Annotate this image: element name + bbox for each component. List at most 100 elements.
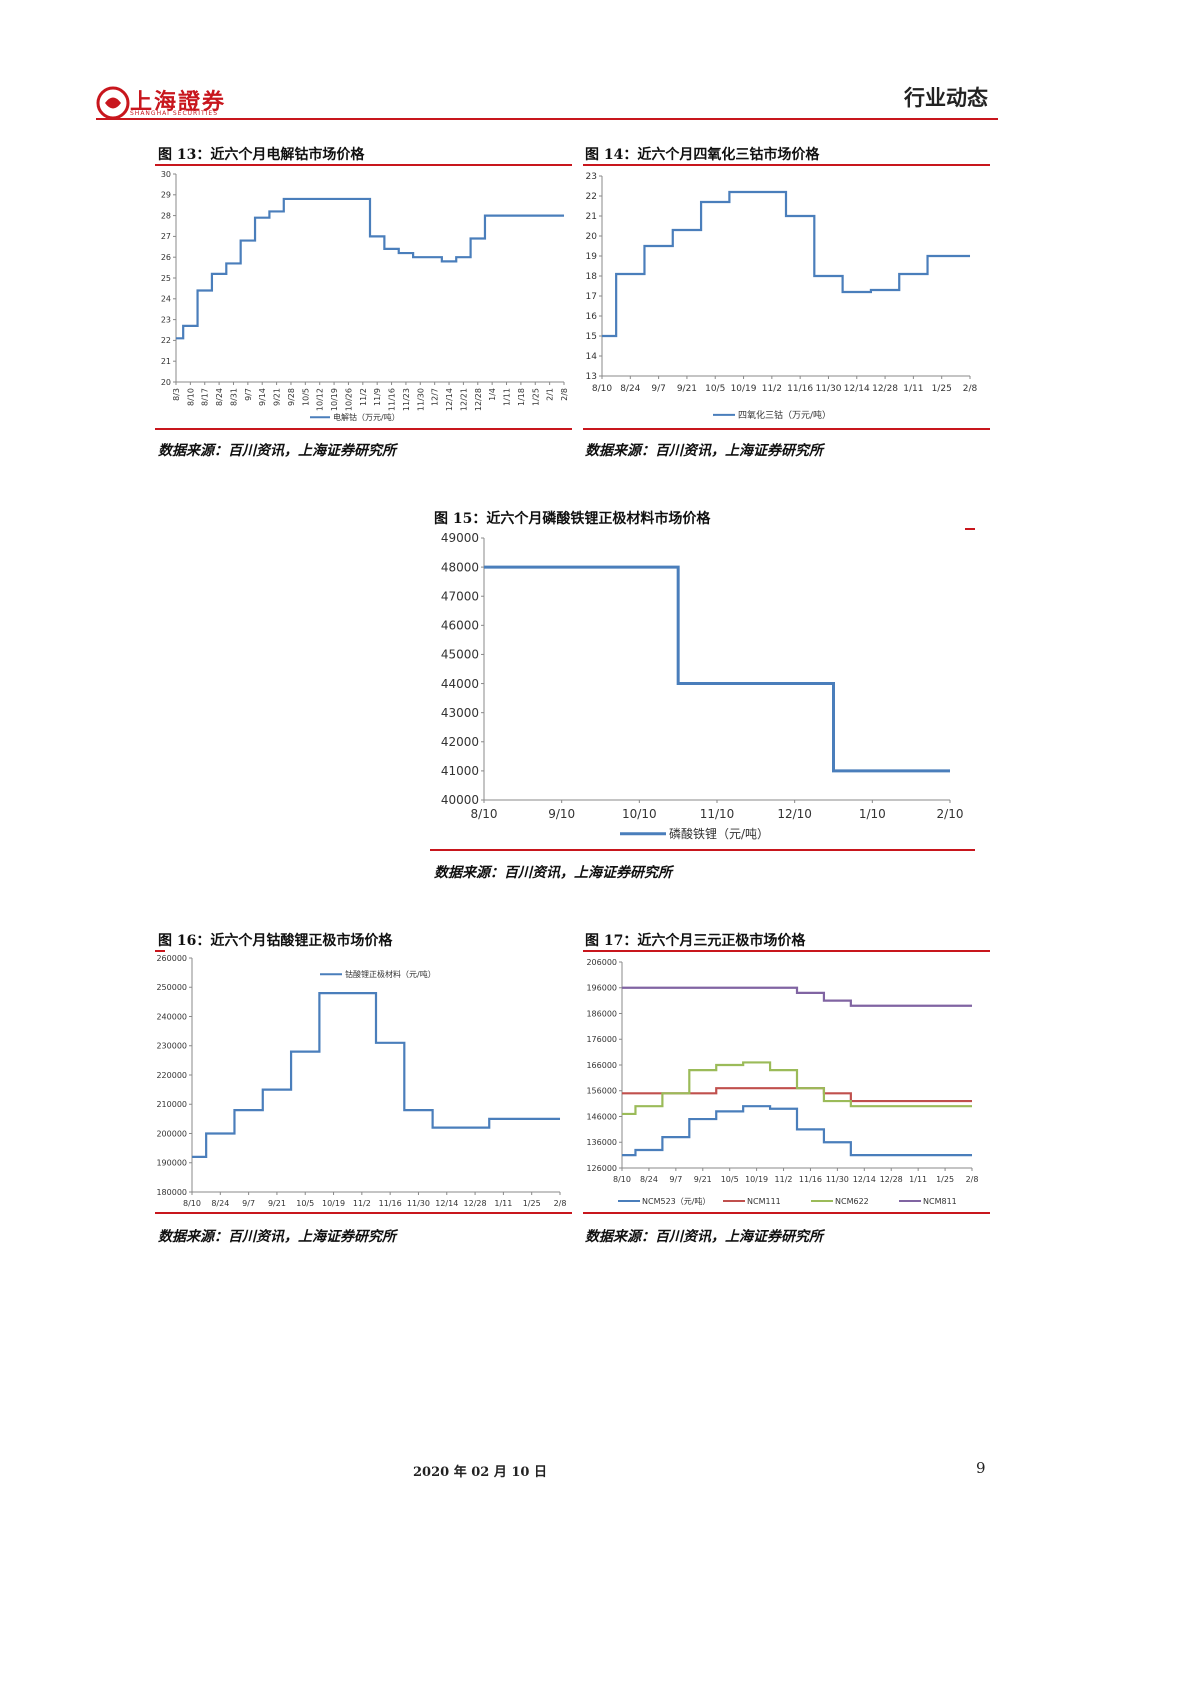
fig17-x-tick-label: 8/24: [640, 1175, 658, 1184]
fig14-x-tick-label: 12/14: [844, 384, 870, 394]
fig14-x-tick-label: 1/11: [903, 384, 923, 394]
fig17-series-line-0: [622, 1105, 972, 1157]
fig15-x-tick-label: 2/10: [937, 807, 964, 821]
figure-17-bottom-rule: [583, 1212, 990, 1214]
fig15-series-line-0: [484, 565, 950, 773]
fig17-legend-label: NCM523（元/吨）: [642, 1196, 710, 1206]
figure-13-bottom-rule: [155, 428, 572, 430]
fig13-x-tick-label: 12/7: [431, 388, 440, 406]
fig16-y-tick-label: 220000: [156, 1071, 187, 1080]
fig16-x-tick-label: 12/28: [464, 1199, 487, 1208]
fig17-x-tick-label: 12/28: [880, 1175, 903, 1184]
figure-13-source: 数据来源：百川资讯，上海证券研究所: [158, 443, 396, 459]
fig17-x-tick-label: 10/19: [745, 1175, 768, 1184]
fig15-x-tick-label: 1/10: [859, 807, 886, 821]
fig14-x-tick-label: 8/10: [592, 384, 612, 394]
fig13-x-tick-label: 10/19: [330, 388, 339, 411]
fig13-x-tick-label: 8/10: [186, 388, 195, 406]
fig16-y-tick-label: 210000: [156, 1100, 187, 1109]
fig14-x-tick-label: 2/8: [963, 384, 978, 394]
fig13-series-line-0: [176, 197, 564, 340]
fig15-y-tick-label: 40000: [441, 793, 479, 807]
fig17-y-tick-label: 166000: [586, 1061, 617, 1070]
fig14-y-tick-label: 21: [586, 212, 597, 222]
fig14-x-tick-label: 11/30: [815, 384, 841, 394]
fig13-x-tick-label: 10/26: [344, 388, 353, 411]
fig13-x-tick-label: 1/11: [503, 388, 512, 406]
fig17-x-tick-label: 11/16: [799, 1175, 822, 1184]
fig17-series-line-2: [622, 1061, 972, 1116]
fig16-y-tick-label: 260000: [156, 954, 187, 963]
fig17-x-tick-label: 2/8: [966, 1175, 979, 1184]
fig13-x-tick-label: 8/24: [215, 388, 224, 406]
footer-date: 2020 年 02 月 10 日: [413, 1465, 547, 1480]
fig13-x-tick-label: 10/5: [301, 388, 310, 406]
figure-13-title: 图 13：近六个月电解钴市场价格: [158, 147, 365, 163]
fig17-x-tick-label: 11/30: [826, 1175, 849, 1184]
fig17-x-tick-label: 1/25: [936, 1175, 954, 1184]
logo-emblem-icon: [96, 86, 130, 120]
fig13-x-tick-label: 9/14: [258, 388, 267, 406]
fig14-y-tick-label: 16: [586, 312, 598, 322]
figure-14-bottom-rule: [583, 428, 990, 430]
fig15-y-tick-label: 41000: [441, 764, 479, 778]
fig13-x-tick-label: 12/28: [474, 388, 483, 411]
fig16-y-tick-label: 230000: [156, 1042, 187, 1051]
fig13-y-tick-label: 20: [161, 378, 171, 387]
figure-15-title: 图 15：近六个月磷酸铁锂正极材料市场价格: [434, 511, 711, 527]
figure-15-top-rule: [965, 528, 975, 530]
fig15-y-tick-label: 44000: [441, 677, 479, 691]
fig14-series-line-0: [602, 190, 970, 338]
fig16-y-tick-label: 190000: [156, 1159, 187, 1168]
fig15-y-tick-label: 45000: [441, 648, 479, 662]
fig16-x-tick-label: 12/14: [435, 1199, 458, 1208]
fig15-x-tick-label: 8/10: [471, 807, 498, 821]
logo-subtitle: SHANGHAI SECURITIES: [130, 110, 219, 117]
fig14-y-tick-label: 19: [586, 252, 598, 262]
fig17-y-tick-label: 206000: [586, 958, 617, 967]
fig13-x-tick-label: 8/31: [229, 388, 238, 406]
fig16-x-tick-label: 9/21: [268, 1199, 286, 1208]
fig17-legend-label: NCM111: [747, 1197, 781, 1206]
fig14-x-tick-label: 11/2: [762, 384, 782, 394]
figure-15-chart: 40000 41000 42000 43000 44000 45000 46000 47000…: [441, 531, 964, 841]
fig14-y-tick-label: 14: [586, 352, 598, 362]
fig17-y-tick-label: 146000: [586, 1112, 617, 1121]
fig14-x-tick-label: 10/19: [731, 384, 757, 394]
fig15-x-tick-label: 9/10: [548, 807, 575, 821]
fig13-x-tick-label: 10/12: [316, 388, 325, 411]
fig17-legend-label: NCM811: [923, 1197, 957, 1206]
fig17-x-tick-label: 1/11: [909, 1175, 927, 1184]
fig13-x-tick-label: 2/1: [546, 388, 555, 401]
fig17-x-tick-label: 10/5: [721, 1175, 739, 1184]
fig14-x-tick-label: 11/16: [787, 384, 813, 394]
fig16-x-tick-label: 11/30: [407, 1199, 430, 1208]
fig13-x-tick-label: 9/21: [273, 388, 282, 406]
fig16-x-tick-label: 1/25: [523, 1199, 541, 1208]
fig13-x-tick-label: 2/8: [560, 388, 569, 401]
fig13-y-tick-label: 26: [161, 253, 171, 262]
figure-16-chart: 180000 190000 200000 210000 220000 230000 2400…: [156, 954, 566, 1208]
fig13-x-tick-label: 1/25: [531, 388, 540, 406]
fig17-y-tick-label: 196000: [586, 984, 617, 993]
figure-14-title: 图 14：近六个月四氧化三钴市场价格: [585, 147, 820, 163]
fig16-x-tick-label: 1/11: [494, 1199, 512, 1208]
fig17-y-tick-label: 136000: [586, 1138, 617, 1147]
section-title: 行业动态: [904, 85, 988, 110]
fig15-y-tick-label: 46000: [441, 619, 479, 633]
figure-17-source: 数据来源：百川资讯，上海证券研究所: [585, 1229, 823, 1245]
fig13-y-tick-label: 24: [161, 295, 171, 304]
fig14-y-tick-label: 20: [586, 232, 598, 242]
figure-16-title: 图 16：近六个月钴酸锂正极市场价格: [158, 933, 393, 949]
fig14-y-tick-label: 22: [586, 192, 597, 202]
fig17-y-tick-label: 156000: [586, 1087, 617, 1096]
figure-14-top-rule: [583, 164, 990, 166]
fig13-y-tick-label: 27: [161, 232, 171, 241]
fig17-x-tick-label: 11/2: [775, 1175, 793, 1184]
fig14-y-tick-label: 18: [586, 272, 598, 282]
fig15-x-tick-label: 11/10: [700, 807, 735, 821]
fig15-y-tick-label: 47000: [441, 589, 479, 603]
fig17-y-tick-label: 186000: [586, 1009, 617, 1018]
figure-17-title: 图 17：近六个月三元正极市场价格: [585, 933, 806, 949]
page-number: 9: [976, 1459, 986, 1477]
